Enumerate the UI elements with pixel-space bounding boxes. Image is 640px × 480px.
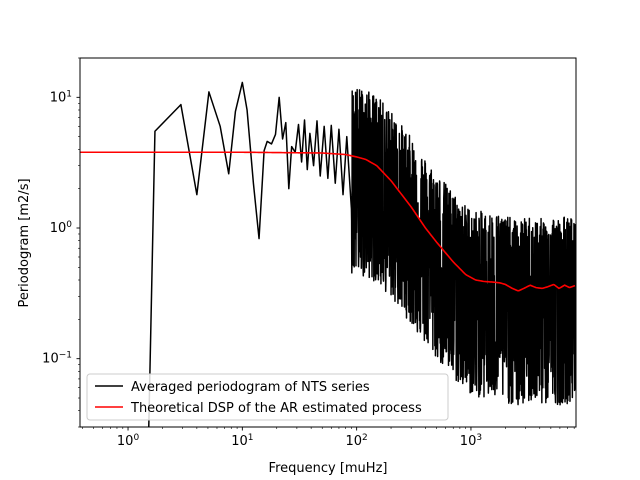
series-nts-line xyxy=(148,81,576,427)
x-tick-label: 101 xyxy=(231,433,253,449)
y-tick-label: 101 xyxy=(50,89,72,105)
y-tick-label: 10−1 xyxy=(42,351,72,367)
y-tick-label: 100 xyxy=(50,220,73,236)
plot-lines xyxy=(80,81,576,427)
legend-box xyxy=(86,373,449,421)
legend-label-ar: Theoretical DSP of the AR estimated proc… xyxy=(130,401,422,416)
y-axis-ticks: 10−1 100 101 xyxy=(42,57,80,428)
y-axis-label: Periodogram [m2/s] xyxy=(17,178,32,307)
legend-label-nts: Averaged periodogram of NTS series xyxy=(131,380,370,395)
x-axis-label: Frequency [muHz] xyxy=(269,461,388,476)
x-tick-label: 103 xyxy=(460,433,482,449)
x-axis-ticks: 100 101 102 103 xyxy=(82,427,575,449)
legend: Averaged periodogram of NTS series Theor… xyxy=(86,373,449,421)
series-ar-line xyxy=(80,151,576,292)
x-tick-label: 102 xyxy=(346,433,368,449)
x-tick-label: 100 xyxy=(117,433,140,449)
plot-frame xyxy=(79,57,577,428)
